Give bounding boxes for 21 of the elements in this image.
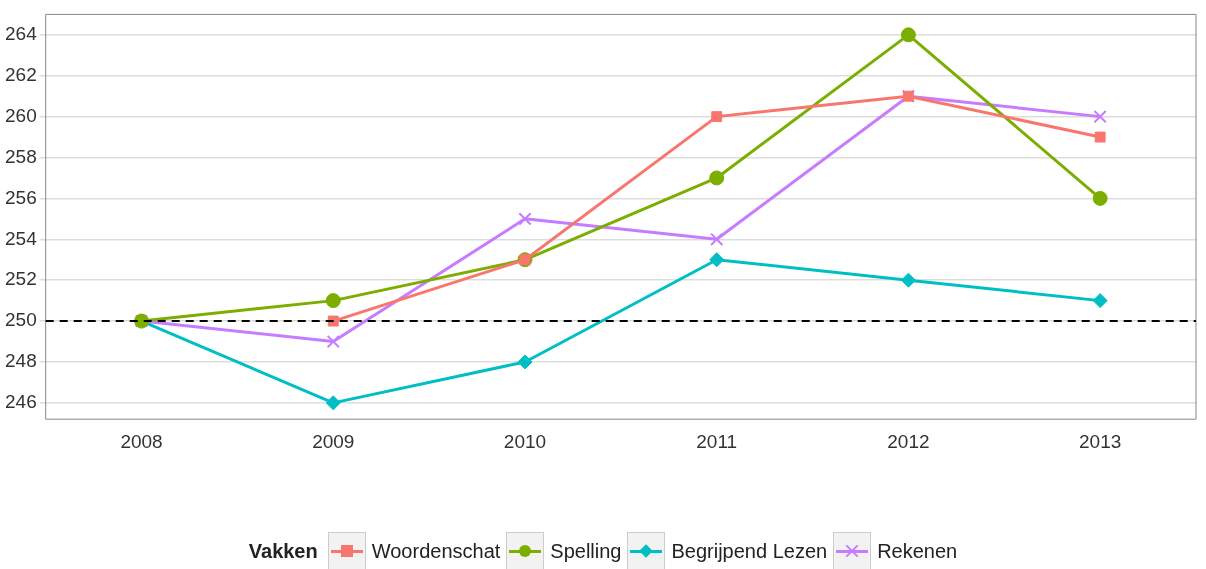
x-tick-label: 2011 [696, 430, 738, 452]
y-tick-label: 262 [5, 63, 37, 85]
legend-label: Woordenschat [371, 539, 501, 563]
legend-title: Vakken [248, 539, 318, 563]
x-tick-label: 2008 [120, 430, 163, 452]
y-tick-label: 264 [5, 23, 38, 45]
x-tick-label: 2009 [312, 430, 355, 452]
y-tick-label: 250 [5, 309, 37, 331]
y-tick-label: 252 [5, 268, 37, 290]
legend-label: Begrijpend Lezen [671, 539, 828, 563]
legend-label: Rekenen [877, 539, 958, 563]
y-tick-label: 260 [5, 104, 37, 126]
x-tick-label: 2012 [887, 430, 930, 452]
x-tick-label: 2010 [503, 430, 547, 452]
legend-label: Spelling [550, 539, 622, 563]
y-tick-label: 256 [5, 186, 37, 208]
y-tick-label: 258 [5, 145, 37, 167]
y-tick-label: 246 [5, 391, 37, 413]
y-tick-label: 248 [5, 350, 37, 372]
y-tick-label: 254 [5, 227, 38, 249]
x-tick-label: 2013 [1079, 430, 1122, 452]
